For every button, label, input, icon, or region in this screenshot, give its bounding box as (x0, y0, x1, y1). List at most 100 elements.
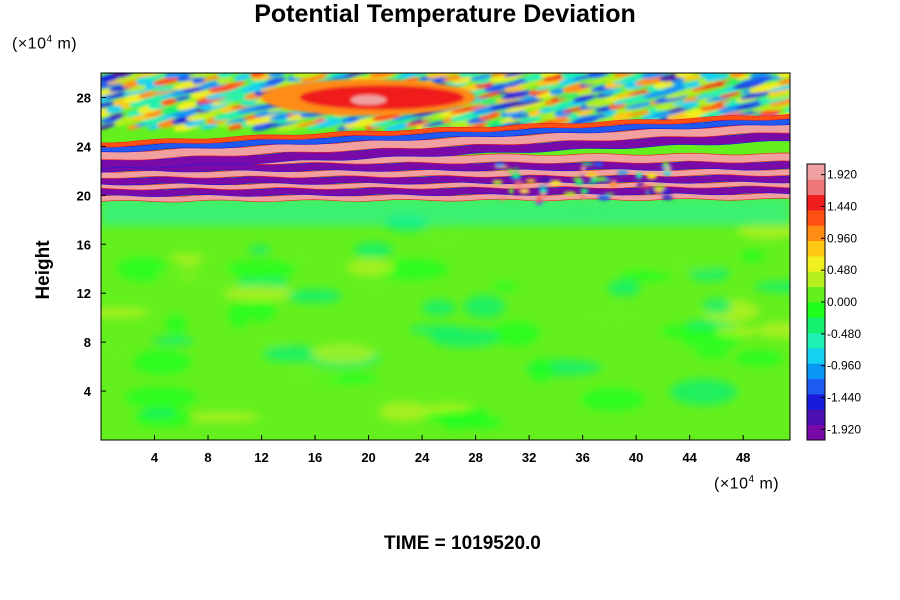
lower-turbulence (101, 214, 790, 436)
colorbar-tick-label: 1.440 (827, 199, 857, 213)
colorbar-tick-label: 0.480 (827, 263, 857, 277)
wave-cell (101, 101, 120, 110)
wave-cell (766, 90, 790, 100)
potential-temperature-field (101, 73, 790, 440)
turbulence-blob (757, 321, 790, 339)
turbulence-blob (222, 285, 296, 301)
wave-cell (501, 90, 534, 100)
breaking-cell (635, 172, 643, 179)
wave-cell (675, 73, 695, 78)
colorbar-swatch (807, 225, 825, 242)
y-tick-label: 8 (84, 335, 91, 350)
y-tick-label: 12 (77, 286, 91, 301)
wave-cell (217, 73, 234, 78)
wave-cell (704, 73, 730, 82)
colorbar-tick-label: 0.960 (827, 231, 857, 245)
turbulence-blob (492, 282, 518, 291)
y-tick-label: 24 (77, 139, 92, 154)
colorbar-swatch (807, 164, 825, 180)
wave-cell (152, 75, 185, 86)
wave-cell (479, 112, 501, 121)
breaking-cell (636, 182, 645, 187)
wave-cell (227, 123, 246, 130)
colorbar-swatch (807, 394, 825, 410)
x-tick-label: 16 (308, 450, 322, 465)
wave-cell (239, 97, 262, 107)
wave-cell (490, 73, 510, 77)
wave-cell (612, 111, 634, 121)
wave-cell (534, 84, 557, 91)
turbulence-blob (649, 262, 722, 272)
breaking-cell (604, 193, 615, 196)
turbulence-blob (378, 401, 430, 422)
wave-cell (369, 73, 398, 79)
x-tick-label: 12 (254, 450, 268, 465)
breaking-cell (581, 162, 594, 166)
turbulence-blob (165, 314, 187, 337)
breaking-cell (579, 175, 586, 181)
colorbar-swatch (807, 210, 825, 226)
wave-cell (218, 93, 254, 103)
breaking-cell (499, 197, 506, 201)
colorbar-swatch (807, 240, 825, 257)
y-tick-label: 16 (77, 237, 91, 252)
wave-cell (560, 73, 589, 79)
wave-cell (518, 101, 550, 110)
turbulence-blob (133, 349, 191, 375)
breaking-cell (520, 189, 530, 194)
breaking-cell (586, 172, 598, 178)
wave-cell (576, 109, 594, 116)
x-tick-label: 32 (522, 450, 536, 465)
turbulence-blob (669, 379, 738, 405)
wave-cell (518, 116, 543, 124)
breaking-cell (639, 185, 652, 188)
breaking-cell (590, 177, 595, 180)
turbulence-blob (586, 307, 641, 323)
colorbar-swatch (807, 363, 825, 380)
turbulence-blob (607, 279, 641, 297)
wave-cell (188, 73, 222, 78)
turbulence-blob (185, 411, 260, 423)
wave-cell (160, 98, 178, 106)
colorbar-swatch (807, 194, 825, 211)
colorbar-swatch (807, 332, 825, 349)
wave-cell (739, 90, 775, 100)
turbulence-blob (101, 345, 129, 356)
wave-cell (300, 73, 332, 82)
breaking-cell (535, 197, 542, 203)
wave-cell (595, 105, 614, 113)
wave-cell (518, 80, 543, 88)
breaking-cell (492, 180, 503, 185)
time-readout: TIME = 1019520.0 (384, 533, 541, 554)
x-tick-label: 28 (468, 450, 482, 465)
turbulence-blob (202, 420, 227, 436)
wave-cell (228, 81, 246, 88)
breaking-cell (539, 188, 548, 194)
wave-cell (112, 73, 134, 78)
turbulence-blob (248, 245, 271, 255)
breaking-cell (509, 176, 522, 180)
breaking-cell (550, 180, 562, 186)
wave-cell (749, 73, 775, 78)
breaking-cell (594, 161, 604, 167)
turbulence-blob (421, 221, 468, 247)
stratified-band (101, 123, 790, 161)
turbulence-blob (287, 369, 340, 382)
breaking-cell (508, 168, 513, 173)
turbulence-blob (169, 253, 205, 263)
turbulence-blob (346, 259, 395, 276)
wave-cell (603, 109, 619, 116)
colorbar-swatch (807, 286, 825, 303)
y-tick-label: 20 (77, 188, 91, 203)
turbulence-blob (139, 408, 177, 418)
turbulence-blob (489, 321, 540, 346)
breaking-cell (646, 173, 657, 180)
turbulence-blob (152, 336, 195, 346)
wave-cell (108, 113, 125, 120)
breaking-cell (563, 191, 577, 196)
x-tick-label: 44 (682, 450, 697, 465)
warm-patch (261, 79, 476, 116)
wave-breaking (492, 161, 674, 205)
breaking-cell (538, 193, 548, 198)
turbulence-blob (254, 337, 293, 346)
